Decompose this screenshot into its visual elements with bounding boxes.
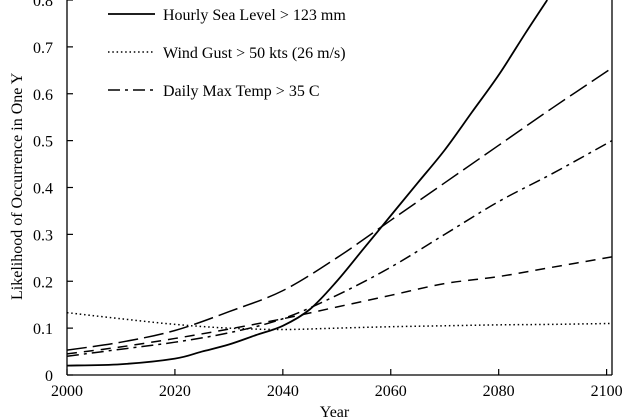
axes: 2000 2020 2040 2060 2080 2100 0 0.1 0.2 0.3 0.4 0.5… xyxy=(9,0,623,420)
y-tick-label: 0.2 xyxy=(33,274,53,291)
legend-label: Daily Max Temp > 35 C xyxy=(163,83,319,100)
y-tick-label: 0.1 xyxy=(33,321,53,338)
x-tick-label: 2100 xyxy=(591,383,623,400)
x-tick-label: 2040 xyxy=(267,383,299,400)
x-tick-label: 2080 xyxy=(483,383,515,400)
series-line-1 xyxy=(67,0,549,367)
x-tick-label: 2060 xyxy=(375,383,407,400)
series-line-3 xyxy=(67,139,612,357)
series-layer xyxy=(67,0,612,367)
x-tick-label: 2000 xyxy=(51,383,83,400)
y-tick-label: 0.4 xyxy=(33,181,53,198)
y-tick-label: 0.7 xyxy=(33,40,53,57)
legend: Hourly Sea Level > 123 mm Wind Gust > 50 … xyxy=(108,7,346,100)
series-line-2 xyxy=(67,311,612,331)
y-tick-label: 0 xyxy=(45,368,53,385)
y-tick-label: 0.5 xyxy=(33,134,53,151)
x-axis-title: Year xyxy=(320,404,350,420)
y-tick-label: 0.8 xyxy=(33,0,53,10)
x-tick-label: 2020 xyxy=(159,383,191,400)
series-line-5 xyxy=(67,256,612,355)
legend-label: Wind Gust > 50 kts (26 m/s) xyxy=(163,45,346,62)
series-line-4 xyxy=(67,67,612,351)
y-tick-label: 0.6 xyxy=(33,87,53,104)
legend-label: Hourly Sea Level > 123 mm xyxy=(163,7,346,24)
y-tick-label: 0.3 xyxy=(33,227,53,244)
y-axis-title: Likelihood of Occurrence in One Y xyxy=(9,72,26,300)
